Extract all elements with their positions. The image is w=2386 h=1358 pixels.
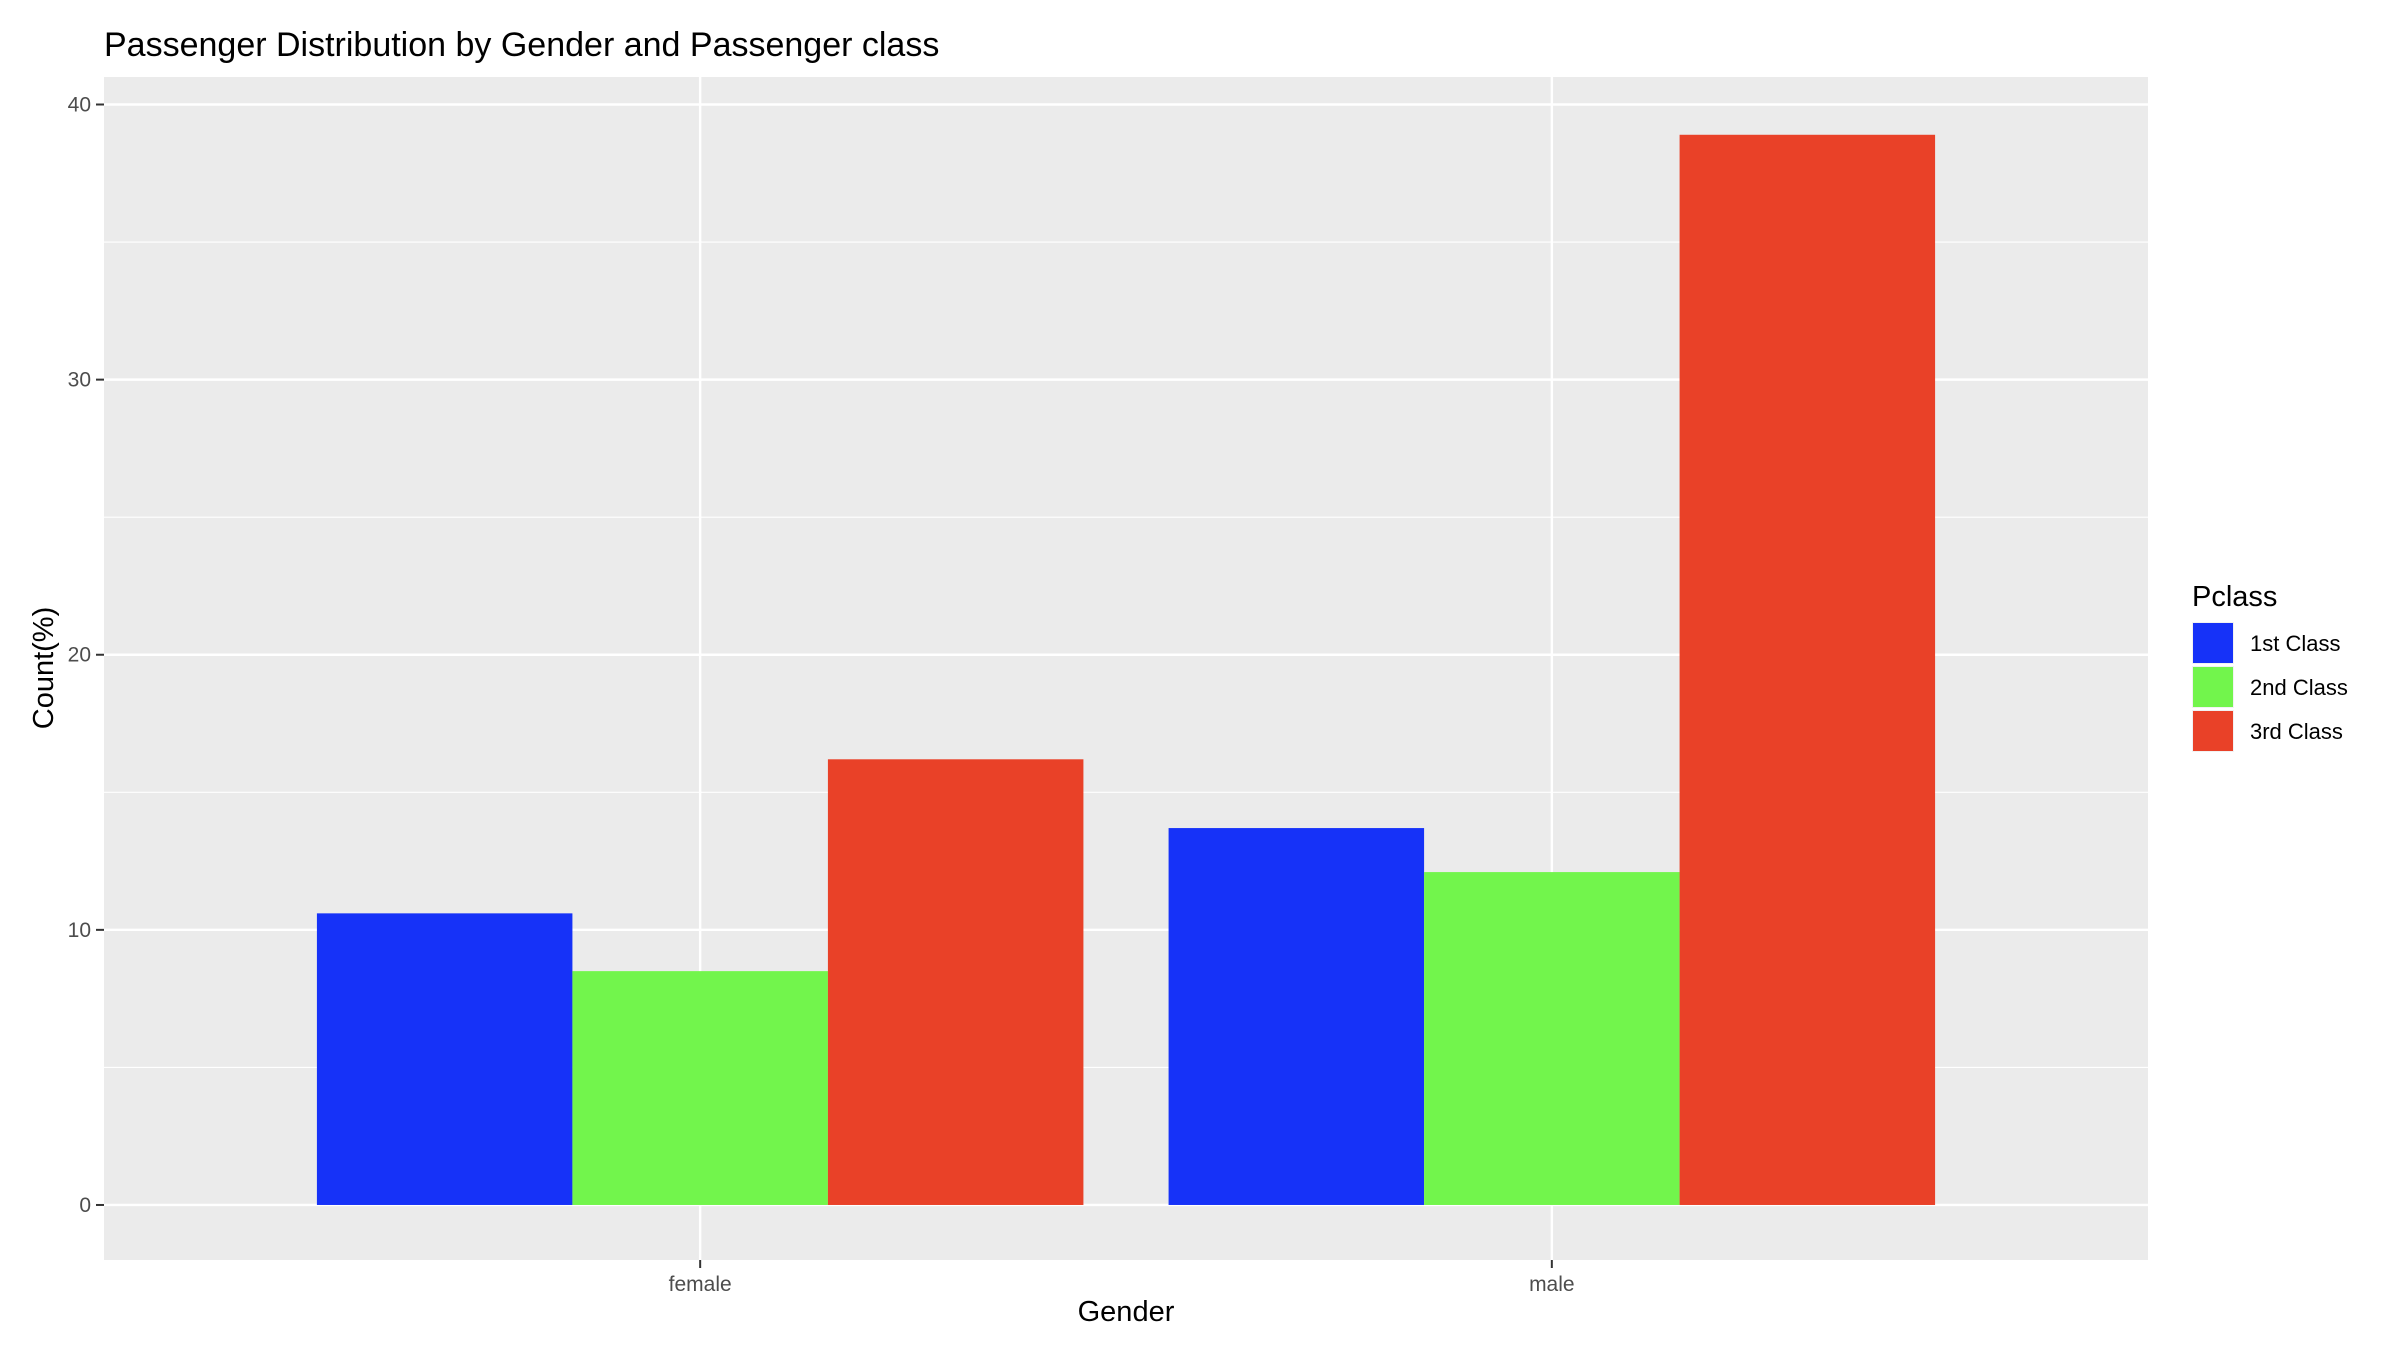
legend: Pclass 1st Class 2nd Class 3rd Class — [2192, 581, 2348, 752]
x-axis-title: Gender — [1078, 1296, 1175, 1328]
y-tick-label: 20 — [68, 644, 91, 667]
x-tick-label: male — [1529, 1273, 1575, 1296]
chart-title: Passenger Distribution by Gender and Pas… — [104, 26, 939, 64]
bars — [316, 134, 1936, 1205]
y-axis-title: Count(%) — [28, 607, 60, 730]
y-axis: 0 10 20 30 40 — [68, 94, 104, 1217]
y-tick-label: 40 — [68, 94, 91, 117]
y-tick-label: 30 — [68, 369, 91, 392]
bar — [827, 759, 1084, 1205]
legend-title: Pclass — [2192, 581, 2277, 613]
bar — [1168, 828, 1425, 1205]
legend-label: 1st Class — [2250, 631, 2340, 656]
bar — [572, 971, 828, 1205]
y-tick-label: 10 — [68, 919, 91, 942]
x-tick-label: female — [669, 1273, 732, 1296]
y-tick-label: 0 — [79, 1194, 91, 1217]
legend-label: 2nd Class — [2250, 675, 2348, 700]
legend-label: 3rd Class — [2250, 719, 2343, 744]
x-axis: female male — [669, 1260, 1575, 1296]
bar — [1424, 872, 1680, 1205]
legend-swatch — [2193, 623, 2233, 663]
bar — [316, 913, 573, 1205]
legend-swatch — [2193, 711, 2233, 751]
legend-swatch — [2193, 667, 2233, 707]
bar — [1679, 134, 1936, 1205]
